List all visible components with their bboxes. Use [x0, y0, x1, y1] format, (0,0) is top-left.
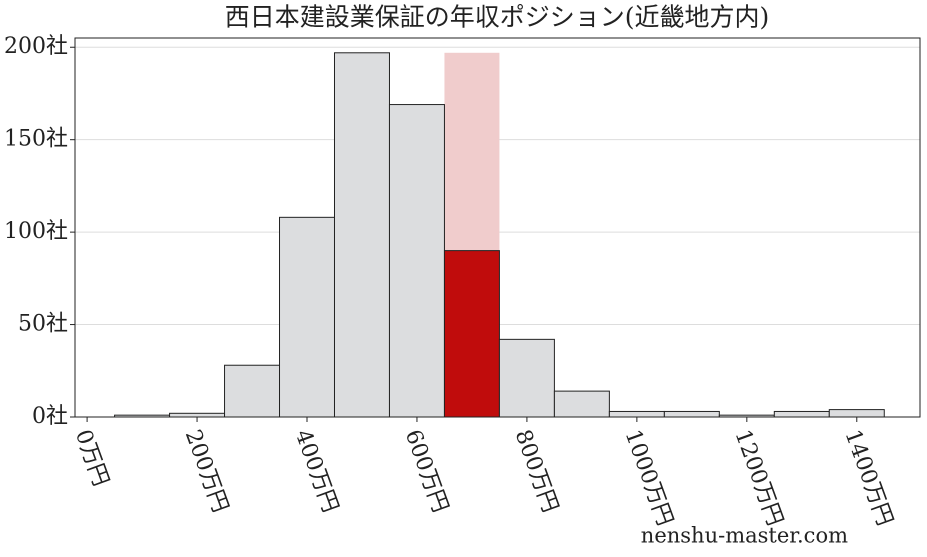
bar: [333, 52, 390, 418]
x-tick-label: 600万円: [400, 427, 453, 516]
x-tick-label: 1000万円: [620, 427, 678, 530]
x-tick-label: 800万円: [510, 427, 563, 516]
bar: [498, 338, 555, 418]
y-tick-label: 150社: [4, 127, 68, 152]
bar: [553, 390, 610, 418]
bar: [169, 412, 226, 418]
x-tick-label: 1200万円: [730, 427, 788, 530]
x-tick-label: 400万円: [290, 427, 343, 516]
y-tick-label: 200社: [4, 34, 68, 59]
bar: [388, 104, 445, 418]
y-tick-label: 50社: [18, 312, 68, 337]
y-tick-label: 100社: [4, 219, 68, 244]
bar: [663, 410, 720, 418]
plot-frame: [74, 37, 921, 418]
watermark: nenshu-master.com: [641, 524, 848, 548]
x-tick-label: 0万円: [70, 427, 113, 490]
x-tick-label: 1400万円: [839, 427, 897, 530]
bar: [608, 410, 665, 418]
bar: [828, 409, 885, 418]
x-tick-label: 200万円: [180, 427, 233, 516]
bar: [279, 216, 335, 418]
y-tick-label: 0社: [32, 404, 68, 429]
chart-title: 西日本建設業保証の年収ポジション(近畿地方内): [225, 3, 770, 32]
bar: [443, 250, 500, 418]
bar: [224, 364, 281, 418]
bar: [773, 410, 830, 418]
